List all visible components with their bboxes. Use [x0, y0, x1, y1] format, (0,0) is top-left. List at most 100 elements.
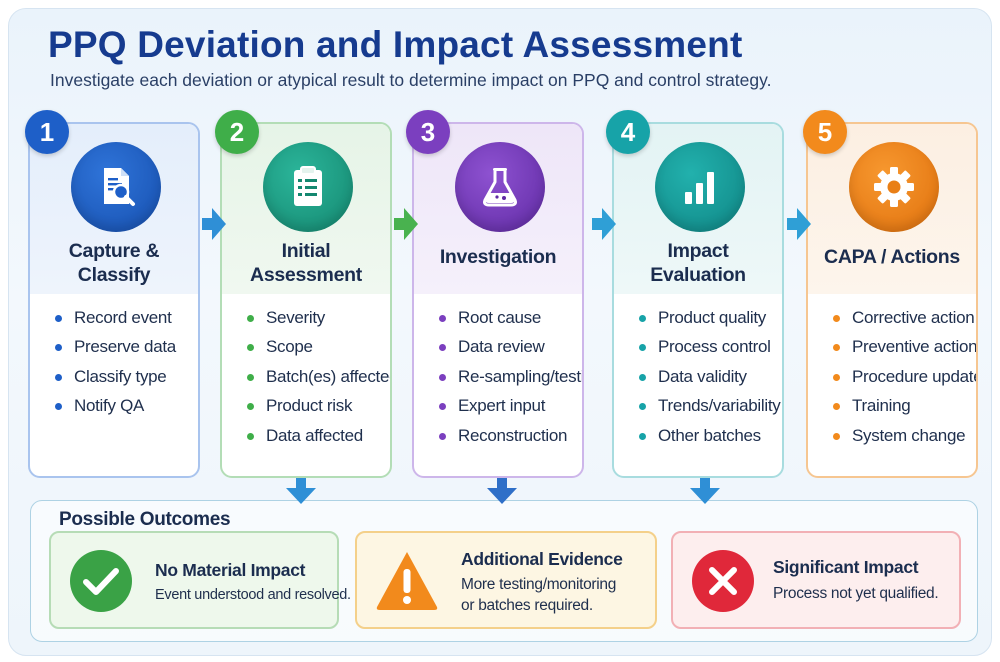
list-item: Product quality — [634, 308, 776, 337]
step-card-capture-classify: Capture & Classify Record event Preserve… — [28, 122, 200, 478]
list-item-label: Data affected — [266, 425, 363, 445]
outcome-no-material-impact: No Material Impact Event understood and … — [49, 531, 351, 629]
list-item-label: Reconstruction — [458, 425, 568, 445]
bullet-dot — [833, 344, 840, 352]
list-item-label: Product risk — [266, 396, 353, 416]
step-item-list: Corrective action Preventive action Proc… — [814, 294, 976, 470]
list-item: System change — [828, 426, 970, 455]
list-item-label: Batch(es) affected — [266, 366, 392, 386]
bullet-dot — [55, 373, 62, 381]
list-item-label: Preserve data — [74, 337, 176, 357]
list-item: Product risk — [242, 396, 384, 425]
flow-arrow-down-icon — [487, 478, 517, 504]
list-item-label: Expert input — [458, 396, 546, 416]
bullet-dot — [247, 432, 254, 440]
step-card-investigation: Investigation Root cause Data review Re-… — [412, 122, 584, 478]
step-title-line1: Initial — [281, 240, 331, 262]
step-title-line2: Assessment — [250, 264, 362, 286]
list-item-label: System change — [852, 425, 966, 445]
bullet-dot — [439, 403, 446, 411]
bullet-dot — [439, 344, 446, 352]
bullet-dot — [639, 403, 646, 411]
step-card-initial-assessment: Initial Assessment Severity Scope Batch(… — [220, 122, 392, 478]
list-item: Preserve data — [50, 337, 192, 366]
list-item-label: Re-sampling/testing — [458, 366, 584, 386]
bullet-dot — [639, 373, 646, 381]
step-title-line2: Classify — [77, 264, 151, 286]
list-item: Corrective action — [828, 308, 975, 337]
bullet-dot — [639, 344, 646, 352]
bullet-dot — [833, 432, 840, 440]
flow-arrow-down-icon — [286, 478, 316, 504]
outcome-title: Additional Evidence — [461, 549, 623, 569]
outcome-title: Significant Impact — [773, 557, 919, 577]
step-item-list: Root cause Data review Re-sampling/testi… — [420, 294, 582, 470]
outcome-description-line2: or batches required. — [461, 597, 593, 614]
bullet-dot — [833, 315, 840, 322]
bullet-dot — [439, 373, 446, 381]
step-number-badge: 2 — [215, 110, 259, 154]
outcome-additional-evidence: Additional Evidence More testing/monitor… — [355, 531, 657, 629]
step-item-list: Record event Preserve data Classify type… — [36, 294, 192, 470]
step-item-list: Severity Scope Batch(es) affected Produc… — [228, 294, 390, 470]
list-item: Notify QA — [50, 396, 192, 425]
list-item: Root cause — [434, 308, 576, 337]
outcome-description: Process not yet qualified. — [773, 585, 939, 602]
list-item: Data validity — [634, 367, 776, 396]
bullet-dot — [55, 403, 62, 411]
outcome-description: Event understood and resolved. — [155, 587, 351, 603]
page-subtitle: Investigate each deviation or atypical r… — [50, 70, 772, 90]
list-item: Data review — [434, 337, 576, 366]
step-number-badge: 5 — [803, 110, 847, 154]
list-item-label: Root cause — [458, 308, 541, 327]
list-item-label: Classify type — [74, 366, 167, 386]
x-icon — [691, 549, 755, 613]
outcome-significant-impact: Significant Impact Process not yet quali… — [671, 531, 961, 629]
bullet-dot — [247, 403, 254, 411]
step-number-badge: 1 — [25, 110, 69, 154]
check-icon — [69, 549, 133, 613]
list-item-label: Record event — [74, 308, 172, 327]
bullet-dot — [833, 403, 840, 411]
step-title-line1: CAPA / Actions — [824, 246, 960, 268]
warning-icon — [375, 549, 439, 613]
bullet-dot — [639, 432, 646, 440]
step-card-capa-actions: CAPA / Actions Corrective action Prevent… — [806, 122, 978, 478]
bullet-dot — [247, 373, 254, 381]
list-item-label: Preventive action — [852, 337, 978, 357]
list-item: Trends/variability — [634, 396, 781, 425]
bullet-dot — [247, 344, 254, 352]
list-item-label: Notify QA — [74, 396, 145, 416]
gear-icon — [849, 142, 939, 232]
flow-arrow-right-icon — [787, 208, 811, 240]
list-item: Other batches — [634, 426, 776, 455]
list-item-label: Corrective action — [852, 308, 975, 327]
list-item-label: Data review — [458, 337, 545, 357]
list-item-label: Data validity — [658, 366, 747, 386]
list-item-label: Training — [852, 396, 911, 416]
flow-arrow-right-icon — [592, 208, 616, 240]
clipboard-checklist-icon — [263, 142, 353, 232]
page-title: PPQ Deviation and Impact Assessment — [48, 24, 743, 65]
document-search-icon — [71, 142, 161, 232]
step-card-impact-evaluation: Impact Evaluation Product quality Proces… — [612, 122, 784, 478]
step-title-line1: Investigation — [439, 246, 557, 268]
list-item: Preventive action — [828, 337, 976, 366]
bullet-dot — [247, 315, 254, 322]
list-item-label: Severity — [266, 308, 326, 327]
outcomes-heading: Possible Outcomes — [59, 509, 231, 530]
bullet-dot — [55, 315, 62, 322]
outcome-description-line1: More testing/monitoring — [461, 576, 617, 593]
bullet-dot — [639, 315, 646, 322]
possible-outcomes-panel: Possible Outcomes No Material Impact Eve… — [30, 500, 978, 642]
list-item-label: Procedure update — [852, 366, 978, 386]
step-title-line1: Capture & — [68, 240, 160, 262]
list-item: Process control — [634, 337, 776, 366]
flow-arrow-right-icon — [394, 208, 418, 240]
list-item: Re-sampling/testing — [434, 367, 582, 396]
list-item: Data affected — [242, 426, 384, 455]
list-item-label: Product quality — [658, 308, 766, 327]
list-item: Classify type — [50, 367, 192, 396]
flask-icon — [455, 142, 545, 232]
step-item-list: Product quality Process control Data val… — [620, 294, 781, 470]
